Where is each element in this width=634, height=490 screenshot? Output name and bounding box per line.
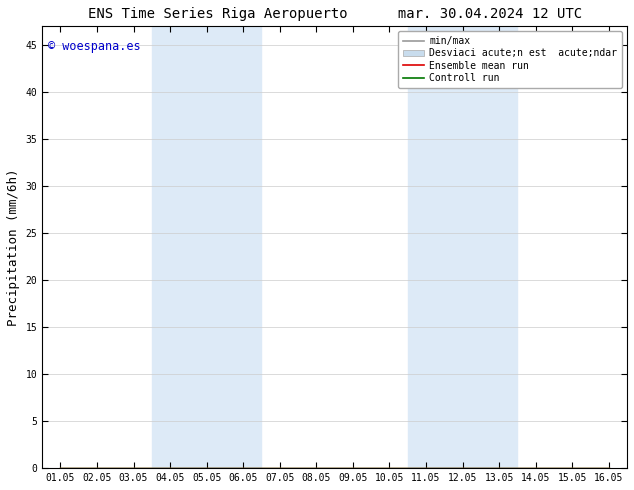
Y-axis label: Precipitation (mm/6h): Precipitation (mm/6h)	[7, 169, 20, 326]
Title: ENS Time Series Riga Aeropuerto      mar. 30.04.2024 12 UTC: ENS Time Series Riga Aeropuerto mar. 30.…	[87, 7, 581, 21]
Bar	[408, 26, 517, 468]
Legend: min/max, Desviaci acute;n est  acute;ndar, Ensemble mean run, Controll run: min/max, Desviaci acute;n est acute;ndar…	[398, 31, 622, 88]
Bar	[152, 26, 261, 468]
Text: © woespana.es: © woespana.es	[48, 40, 141, 52]
